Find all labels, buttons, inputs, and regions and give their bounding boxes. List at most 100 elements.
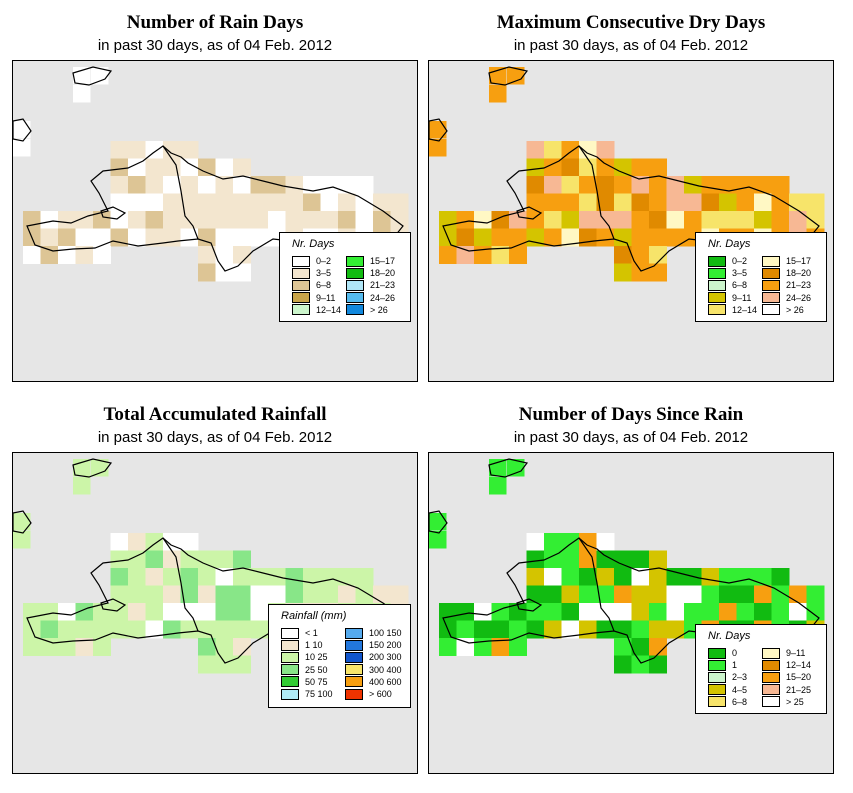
- grid-cell: [649, 568, 667, 586]
- legend-swatch: [762, 292, 780, 304]
- legend-label: 0–2: [316, 256, 332, 266]
- grid-cell: [526, 211, 545, 229]
- legend-item: 21–23: [762, 279, 811, 291]
- grid-cell: [215, 655, 234, 674]
- grid-cell: [631, 585, 650, 604]
- legend-swatch: [762, 255, 780, 267]
- grid-cell: [128, 211, 146, 229]
- grid-cell: [579, 533, 597, 551]
- legend-label: 18–20: [370, 268, 396, 279]
- grid-cell: [233, 550, 251, 569]
- legend-item: 10 25: [281, 651, 328, 663]
- grid-cell: [215, 263, 234, 282]
- grid-cell: [355, 193, 374, 212]
- panel-rain-days: Number of Rain Days in past 30 days, as …: [12, 8, 418, 382]
- grid-cell: [110, 141, 129, 159]
- grid-cell: [40, 211, 59, 229]
- grid-cell: [456, 246, 475, 264]
- grid-cell: [180, 193, 199, 212]
- grid-cell: [561, 176, 580, 194]
- map-frame: [428, 60, 834, 382]
- legend-swatch: [345, 651, 363, 663]
- legend-swatch: [762, 659, 780, 671]
- map-days-since-rain: [429, 458, 825, 674]
- legend-item: 50 75: [281, 676, 328, 688]
- legend-swatch: [346, 279, 364, 291]
- grid-cell: [250, 568, 269, 586]
- grid-cell: [75, 228, 94, 247]
- grid-cell: [649, 655, 667, 674]
- grid-cell: [631, 228, 650, 247]
- grid-cell: [320, 193, 339, 212]
- grid-cell: [233, 193, 251, 212]
- legend-label: 6–8: [732, 696, 748, 707]
- panel-days-since-rain: Number of Days Since Rain in past 30 day…: [428, 400, 834, 774]
- legend-label: 0: [732, 648, 738, 658]
- legend-swatch: [708, 659, 726, 671]
- grid-cell: [75, 638, 94, 656]
- grid-cell: [579, 141, 597, 159]
- grid-cell: [474, 228, 492, 247]
- cuba-tip: [72, 458, 113, 478]
- legend-item: 18–20: [346, 267, 395, 279]
- grid-cell: [303, 585, 321, 604]
- grid-cell: [596, 211, 615, 229]
- grid-cell: [429, 139, 447, 157]
- legend-label: 6–8: [316, 280, 332, 291]
- grid-cell: [439, 211, 457, 229]
- grid-cell: [145, 550, 164, 569]
- grid-cell: [338, 568, 356, 586]
- legend-swatch: [292, 279, 310, 291]
- grid-cell: [579, 550, 597, 569]
- legend-item: 300 400: [345, 664, 402, 676]
- grid-cell: [544, 211, 562, 229]
- legend-swatch: [762, 671, 780, 683]
- grid-cell: [215, 550, 234, 569]
- grid-cell: [180, 158, 199, 177]
- grid-cell: [596, 533, 615, 551]
- legend-item: 21–23: [346, 279, 395, 291]
- grid-cell: [110, 550, 129, 569]
- legend-swatch: [346, 267, 364, 279]
- grid-cell: [128, 158, 146, 177]
- grid-cell: [198, 585, 216, 604]
- grid-cell: [198, 193, 216, 212]
- grid-cell: [215, 568, 234, 586]
- grid-cell: [649, 193, 667, 212]
- grid-cell: [544, 620, 562, 639]
- grid-cell: [93, 638, 111, 656]
- grid-cell: [233, 211, 251, 229]
- legend-swatch: [345, 664, 363, 676]
- legend-label: 150 200: [369, 640, 402, 651]
- grid-cell: [596, 158, 615, 177]
- grid-cell: [474, 603, 492, 621]
- grid-cell: [806, 211, 825, 229]
- grid-cell: [507, 67, 525, 85]
- grid-cell: [631, 263, 650, 282]
- grid-cell: [701, 568, 720, 586]
- grid-cell: [561, 603, 580, 621]
- grid-cell: [526, 158, 545, 177]
- grid-cell: [649, 211, 667, 229]
- grid-cell: [128, 533, 146, 551]
- legend-label: 200 300: [369, 652, 402, 663]
- grid-cell: [596, 176, 615, 194]
- legend-item: 15–17: [762, 255, 811, 267]
- grid-cell: [736, 585, 755, 604]
- grid-cell: [579, 176, 597, 194]
- legend-title: Rainfall (mm): [281, 610, 347, 622]
- grid-cell: [215, 158, 234, 177]
- grid-cell: [373, 211, 391, 229]
- legend-swatch: [708, 304, 726, 316]
- grid-cell: [163, 568, 181, 586]
- cuba-tip: [72, 66, 113, 86]
- legend-item: > 600: [345, 688, 392, 700]
- grid-cell: [596, 603, 615, 621]
- legend-swatch: [346, 304, 364, 316]
- grid-cell: [40, 620, 59, 639]
- grid-cell: [40, 246, 59, 264]
- grid-cell: [429, 121, 447, 139]
- legend-item: 3–5: [708, 267, 747, 279]
- grid-cell: [579, 193, 597, 212]
- grid-cell: [684, 193, 702, 212]
